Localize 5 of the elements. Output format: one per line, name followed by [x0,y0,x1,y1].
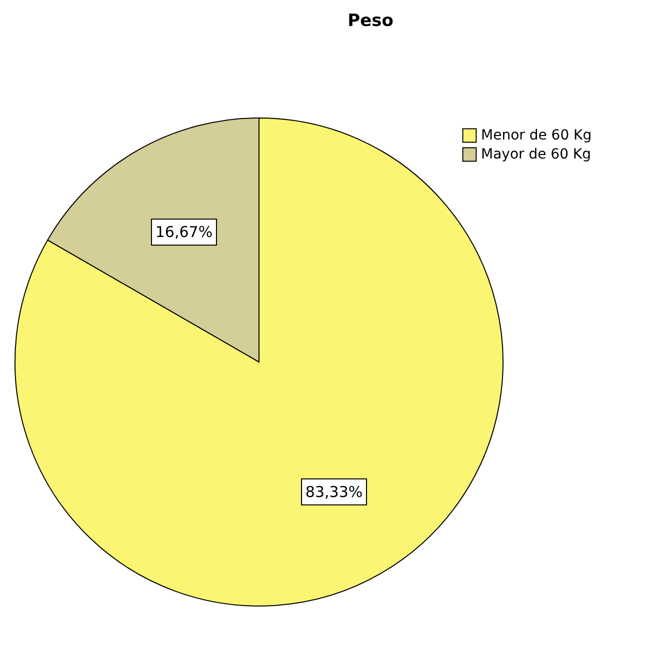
data-label: 83,33% [305,482,363,501]
legend-label: Menor de 60 Kg [481,128,592,144]
data-label: 16,67% [155,223,213,242]
legend-label: Mayor de 60 Kg [481,146,591,162]
chart-title: Peso [348,11,394,31]
